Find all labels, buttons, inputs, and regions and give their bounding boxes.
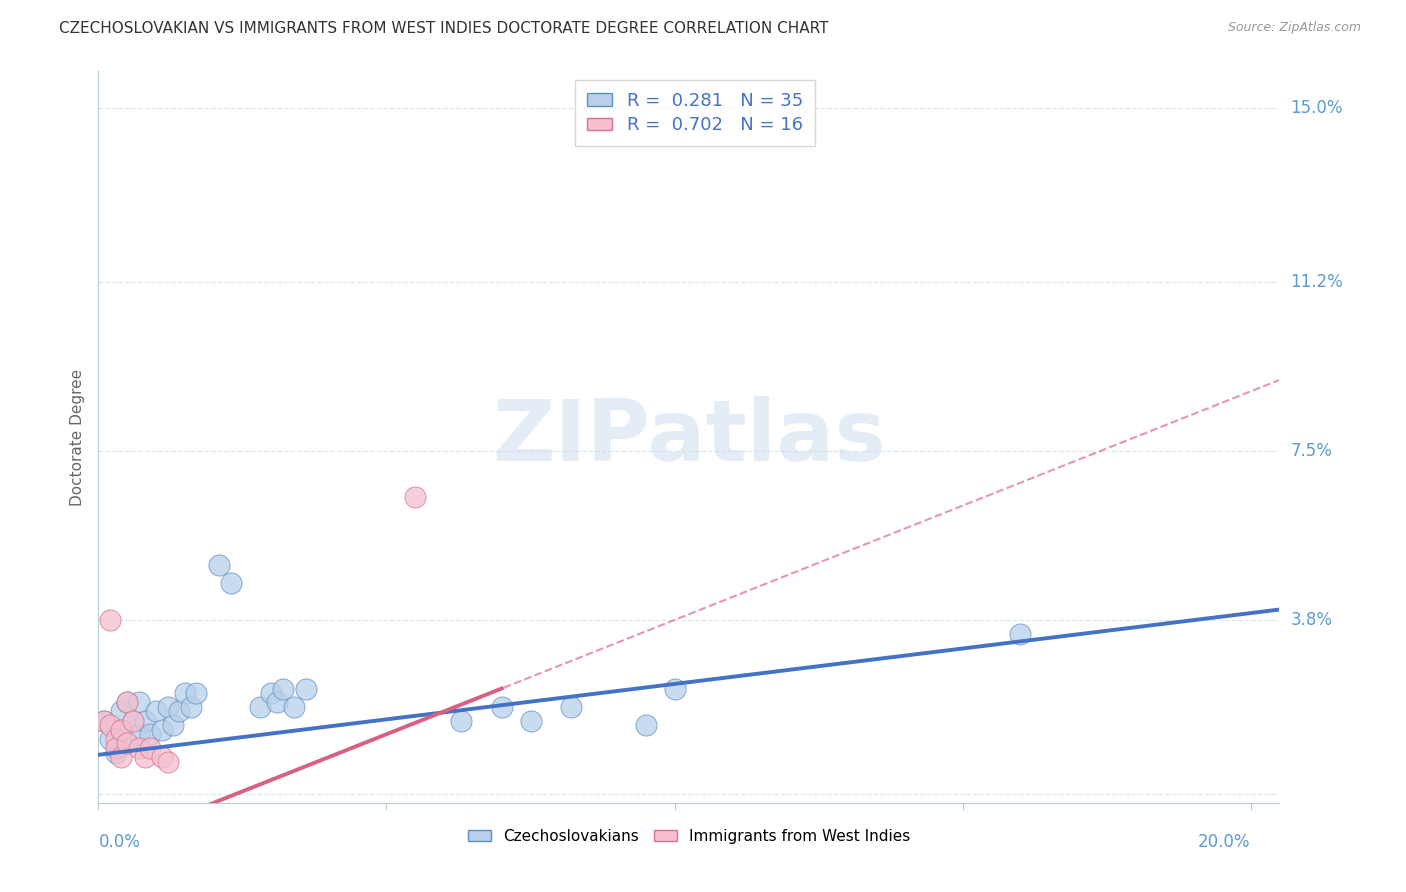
Point: [150, 750, 173, 764]
Point: [162, 718, 184, 732]
Point: [110, 750, 132, 764]
Point: [634, 718, 657, 732]
Point: [219, 576, 242, 591]
Point: [519, 714, 541, 728]
Point: [93, 714, 115, 728]
Point: [115, 695, 138, 709]
Point: [104, 731, 127, 746]
Point: [404, 490, 426, 504]
Point: [180, 699, 202, 714]
Text: Source: ZipAtlas.com: Source: ZipAtlas.com: [1227, 21, 1361, 35]
Point: [295, 681, 318, 696]
Point: [122, 714, 145, 728]
Text: CZECHOSLOVAKIAN VS IMMIGRANTS FROM WEST INDIES DOCTORATE DEGREE CORRELATION CHAR: CZECHOSLOVAKIAN VS IMMIGRANTS FROM WEST …: [59, 21, 828, 37]
Point: [115, 695, 138, 709]
Text: ZIPatlas: ZIPatlas: [492, 395, 886, 479]
Point: [173, 686, 195, 700]
Point: [128, 740, 150, 755]
Legend: Czechoslovakians, Immigrants from West Indies: Czechoslovakians, Immigrants from West I…: [461, 822, 917, 850]
Point: [128, 695, 150, 709]
Point: [150, 723, 173, 737]
Point: [104, 740, 127, 755]
Y-axis label: Doctorate Degree: Doctorate Degree: [69, 368, 84, 506]
Point: [93, 714, 115, 728]
Point: [266, 695, 288, 709]
Point: [186, 686, 208, 700]
Text: 3.8%: 3.8%: [1291, 611, 1333, 629]
Point: [134, 750, 156, 764]
Text: 7.5%: 7.5%: [1291, 442, 1333, 459]
Point: [128, 727, 150, 741]
Point: [664, 681, 686, 696]
Text: 11.2%: 11.2%: [1291, 273, 1343, 291]
Point: [115, 736, 138, 750]
Point: [139, 740, 162, 755]
Point: [110, 705, 132, 719]
Point: [98, 718, 121, 732]
Point: [145, 705, 167, 719]
Text: 20.0%: 20.0%: [1198, 833, 1251, 851]
Point: [491, 699, 513, 714]
Point: [98, 613, 121, 627]
Point: [271, 681, 294, 696]
Point: [167, 705, 190, 719]
Text: 15.0%: 15.0%: [1291, 99, 1343, 117]
Point: [1010, 626, 1032, 640]
Point: [156, 755, 179, 769]
Point: [283, 699, 305, 714]
Text: 0.0%: 0.0%: [98, 833, 141, 851]
Point: [139, 727, 162, 741]
Point: [560, 699, 582, 714]
Point: [110, 723, 132, 737]
Point: [450, 714, 472, 728]
Point: [208, 558, 231, 573]
Point: [115, 736, 138, 750]
Point: [260, 686, 283, 700]
Point: [122, 714, 145, 728]
Point: [110, 723, 132, 737]
Point: [98, 731, 121, 746]
Point: [134, 714, 156, 728]
Point: [156, 699, 179, 714]
Point: [104, 746, 127, 760]
Point: [249, 699, 271, 714]
